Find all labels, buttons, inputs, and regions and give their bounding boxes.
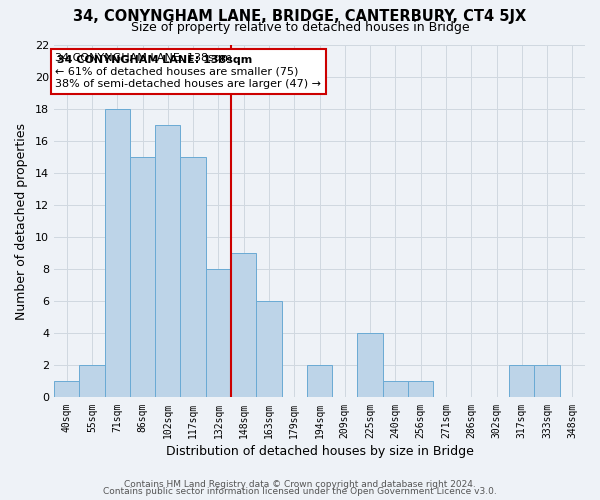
Y-axis label: Number of detached properties: Number of detached properties xyxy=(15,122,28,320)
Bar xyxy=(509,366,535,398)
Bar xyxy=(155,125,181,398)
Bar xyxy=(104,109,130,398)
Bar xyxy=(256,302,281,398)
Bar xyxy=(307,366,332,398)
Text: 34, CONYNGHAM LANE, BRIDGE, CANTERBURY, CT4 5JX: 34, CONYNGHAM LANE, BRIDGE, CANTERBURY, … xyxy=(73,9,527,24)
Bar xyxy=(408,382,433,398)
Bar xyxy=(130,157,155,398)
Text: Contains HM Land Registry data © Crown copyright and database right 2024.: Contains HM Land Registry data © Crown c… xyxy=(124,480,476,489)
Text: Contains public sector information licensed under the Open Government Licence v3: Contains public sector information licen… xyxy=(103,487,497,496)
Bar xyxy=(383,382,408,398)
Bar xyxy=(79,366,104,398)
X-axis label: Distribution of detached houses by size in Bridge: Distribution of detached houses by size … xyxy=(166,444,473,458)
Bar xyxy=(358,334,383,398)
Bar xyxy=(181,157,206,398)
Bar xyxy=(535,366,560,398)
Text: 34 CONYNGHAM LANE: 138sqm
← 61% of detached houses are smaller (75)
38% of semi-: 34 CONYNGHAM LANE: 138sqm ← 61% of detac… xyxy=(55,53,322,90)
Bar xyxy=(54,382,79,398)
Text: 34 CONYNGHAM LANE: 138sqm: 34 CONYNGHAM LANE: 138sqm xyxy=(58,55,253,65)
Bar xyxy=(231,254,256,398)
Bar xyxy=(206,270,231,398)
Text: Size of property relative to detached houses in Bridge: Size of property relative to detached ho… xyxy=(131,22,469,35)
